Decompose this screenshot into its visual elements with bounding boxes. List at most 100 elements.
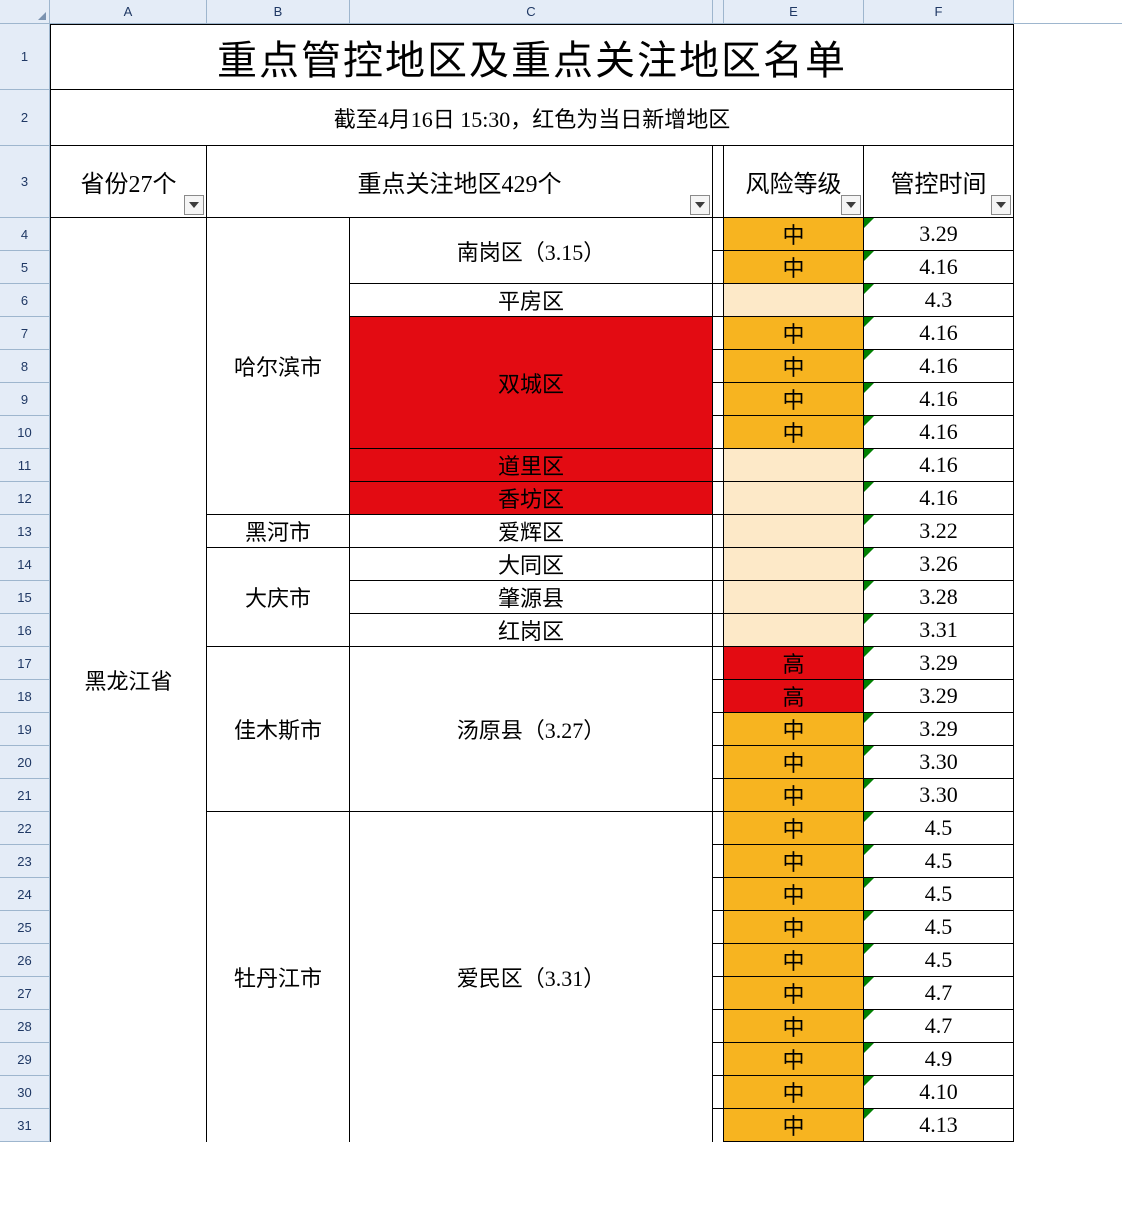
row-header-15[interactable]: 15 — [0, 581, 50, 614]
risk-cell[interactable]: 中 — [724, 1109, 864, 1142]
risk-cell[interactable] — [724, 548, 864, 581]
row-header-14[interactable]: 14 — [0, 548, 50, 581]
column-header-B[interactable]: B — [207, 0, 350, 23]
header-date[interactable]: 管控时间 — [864, 146, 1014, 218]
date-cell[interactable]: 3.29 — [864, 218, 1014, 251]
column-header-C[interactable]: C — [350, 0, 713, 23]
risk-cell[interactable]: 中 — [724, 251, 864, 284]
date-cell[interactable]: 4.16 — [864, 383, 1014, 416]
risk-cell[interactable]: 中 — [724, 812, 864, 845]
row-header-18[interactable]: 18 — [0, 680, 50, 713]
column-header-A[interactable]: A — [50, 0, 207, 23]
risk-cell[interactable] — [724, 515, 864, 548]
date-cell[interactable]: 4.5 — [864, 878, 1014, 911]
column-header-E[interactable]: E — [724, 0, 864, 23]
row-header-31[interactable]: 31 — [0, 1109, 50, 1142]
district-cell[interactable]: 红岗区 — [350, 614, 713, 647]
risk-cell[interactable]: 中 — [724, 713, 864, 746]
row-header-13[interactable]: 13 — [0, 515, 50, 548]
risk-cell[interactable]: 中 — [724, 1010, 864, 1043]
title-cell[interactable]: 重点管控地区及重点关注地区名单 — [50, 24, 1014, 90]
row-header-5[interactable]: 5 — [0, 251, 50, 284]
district-cell[interactable]: 双城区 — [350, 317, 713, 449]
filter-dropdown-icon[interactable] — [841, 195, 861, 215]
risk-cell[interactable] — [724, 284, 864, 317]
row-header-21[interactable]: 21 — [0, 779, 50, 812]
row-header-16[interactable]: 16 — [0, 614, 50, 647]
risk-cell[interactable]: 中 — [724, 779, 864, 812]
risk-cell[interactable] — [724, 614, 864, 647]
subtitle-cell[interactable]: 截至4月16日 15:30，红色为当日新增地区 — [50, 90, 1014, 146]
date-cell[interactable]: 4.13 — [864, 1109, 1014, 1142]
date-cell[interactable]: 4.16 — [864, 251, 1014, 284]
risk-cell[interactable] — [724, 449, 864, 482]
row-header-2[interactable]: 2 — [0, 90, 50, 146]
risk-cell[interactable]: 中 — [724, 416, 864, 449]
risk-cell[interactable]: 高 — [724, 647, 864, 680]
risk-cell[interactable]: 中 — [724, 1076, 864, 1109]
date-cell[interactable]: 4.3 — [864, 284, 1014, 317]
risk-cell[interactable]: 中 — [724, 878, 864, 911]
risk-cell[interactable]: 中 — [724, 218, 864, 251]
row-header-24[interactable]: 24 — [0, 878, 50, 911]
date-cell[interactable]: 4.7 — [864, 1010, 1014, 1043]
date-cell[interactable]: 4.5 — [864, 845, 1014, 878]
date-cell[interactable]: 3.29 — [864, 680, 1014, 713]
risk-cell[interactable] — [724, 581, 864, 614]
city-cell[interactable]: 大庆市 — [207, 548, 350, 647]
date-cell[interactable]: 4.7 — [864, 977, 1014, 1010]
row-header-7[interactable]: 7 — [0, 317, 50, 350]
row-header-26[interactable]: 26 — [0, 944, 50, 977]
district-cell[interactable]: 香坊区 — [350, 482, 713, 515]
risk-cell[interactable]: 中 — [724, 746, 864, 779]
date-cell[interactable]: 3.28 — [864, 581, 1014, 614]
filter-dropdown-icon[interactable] — [690, 195, 710, 215]
district-cell[interactable]: 道里区 — [350, 449, 713, 482]
row-header-29[interactable]: 29 — [0, 1043, 50, 1076]
city-cell[interactable]: 牡丹江市 — [207, 812, 350, 1142]
row-header-27[interactable]: 27 — [0, 977, 50, 1010]
date-cell[interactable]: 3.26 — [864, 548, 1014, 581]
district-cell[interactable]: 平房区 — [350, 284, 713, 317]
district-cell[interactable]: 爱辉区 — [350, 515, 713, 548]
row-header-17[interactable]: 17 — [0, 647, 50, 680]
date-cell[interactable]: 4.16 — [864, 416, 1014, 449]
row-header-6[interactable]: 6 — [0, 284, 50, 317]
risk-cell[interactable]: 中 — [724, 977, 864, 1010]
row-header-4[interactable]: 4 — [0, 218, 50, 251]
risk-cell[interactable]: 中 — [724, 383, 864, 416]
date-cell[interactable]: 3.30 — [864, 746, 1014, 779]
date-cell[interactable]: 4.9 — [864, 1043, 1014, 1076]
date-cell[interactable]: 4.16 — [864, 482, 1014, 515]
row-header-28[interactable]: 28 — [0, 1010, 50, 1043]
date-cell[interactable]: 3.22 — [864, 515, 1014, 548]
city-cell[interactable]: 黑河市 — [207, 515, 350, 548]
header-risk[interactable]: 风险等级 — [724, 146, 864, 218]
risk-cell[interactable]: 中 — [724, 317, 864, 350]
header-province[interactable]: 省份27个 — [50, 146, 207, 218]
row-header-30[interactable]: 30 — [0, 1076, 50, 1109]
row-header-23[interactable]: 23 — [0, 845, 50, 878]
date-cell[interactable]: 3.31 — [864, 614, 1014, 647]
district-cell[interactable]: 大同区 — [350, 548, 713, 581]
district-cell[interactable]: 汤原县（3.27） — [350, 647, 713, 812]
row-header-8[interactable]: 8 — [0, 350, 50, 383]
risk-cell[interactable] — [724, 482, 864, 515]
risk-cell[interactable]: 中 — [724, 845, 864, 878]
row-header-22[interactable]: 22 — [0, 812, 50, 845]
row-header-11[interactable]: 11 — [0, 449, 50, 482]
risk-cell[interactable]: 中 — [724, 1043, 864, 1076]
row-header-25[interactable]: 25 — [0, 911, 50, 944]
risk-cell[interactable]: 高 — [724, 680, 864, 713]
date-cell[interactable]: 3.29 — [864, 713, 1014, 746]
province-cell[interactable]: 黑龙江省 — [50, 218, 207, 1142]
date-cell[interactable]: 4.10 — [864, 1076, 1014, 1109]
risk-cell[interactable]: 中 — [724, 944, 864, 977]
city-cell[interactable]: 佳木斯市 — [207, 647, 350, 812]
row-header-10[interactable]: 10 — [0, 416, 50, 449]
row-header-12[interactable]: 12 — [0, 482, 50, 515]
column-header-F[interactable]: F — [864, 0, 1014, 23]
row-header-20[interactable]: 20 — [0, 746, 50, 779]
row-header-9[interactable]: 9 — [0, 383, 50, 416]
city-cell[interactable]: 哈尔滨市 — [207, 218, 350, 515]
